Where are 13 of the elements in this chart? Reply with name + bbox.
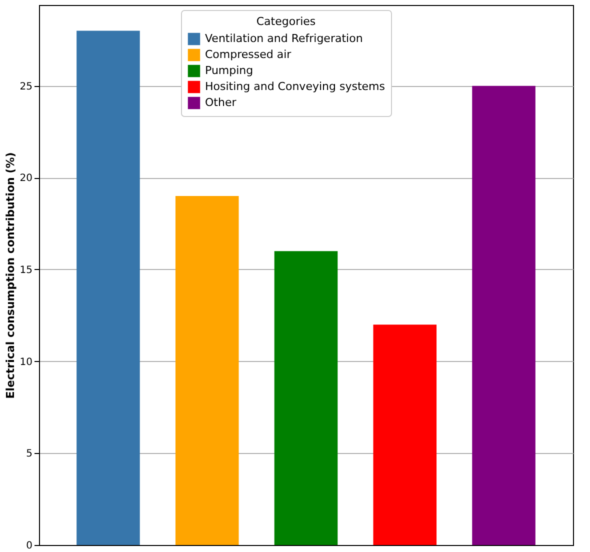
y-tick-label: 5 bbox=[26, 448, 32, 460]
y-axis-title: Electrical consumption contribution (%) bbox=[4, 152, 17, 399]
legend-label: Hositing and Conveying systems bbox=[205, 80, 386, 93]
y-tick-label: 20 bbox=[20, 173, 32, 184]
legend-label: Compressed air bbox=[205, 48, 292, 61]
y-tick-label: 15 bbox=[20, 264, 32, 276]
y-tick-label: 25 bbox=[20, 81, 32, 92]
y-tick-label: 10 bbox=[20, 356, 32, 368]
legend-label: Other bbox=[205, 96, 237, 109]
y-tick-label: 0 bbox=[26, 540, 32, 552]
legend-title: Categories bbox=[256, 15, 316, 28]
legend-label: Pumping bbox=[205, 64, 254, 77]
legend-label: Ventilation and Refrigeration bbox=[205, 32, 363, 45]
